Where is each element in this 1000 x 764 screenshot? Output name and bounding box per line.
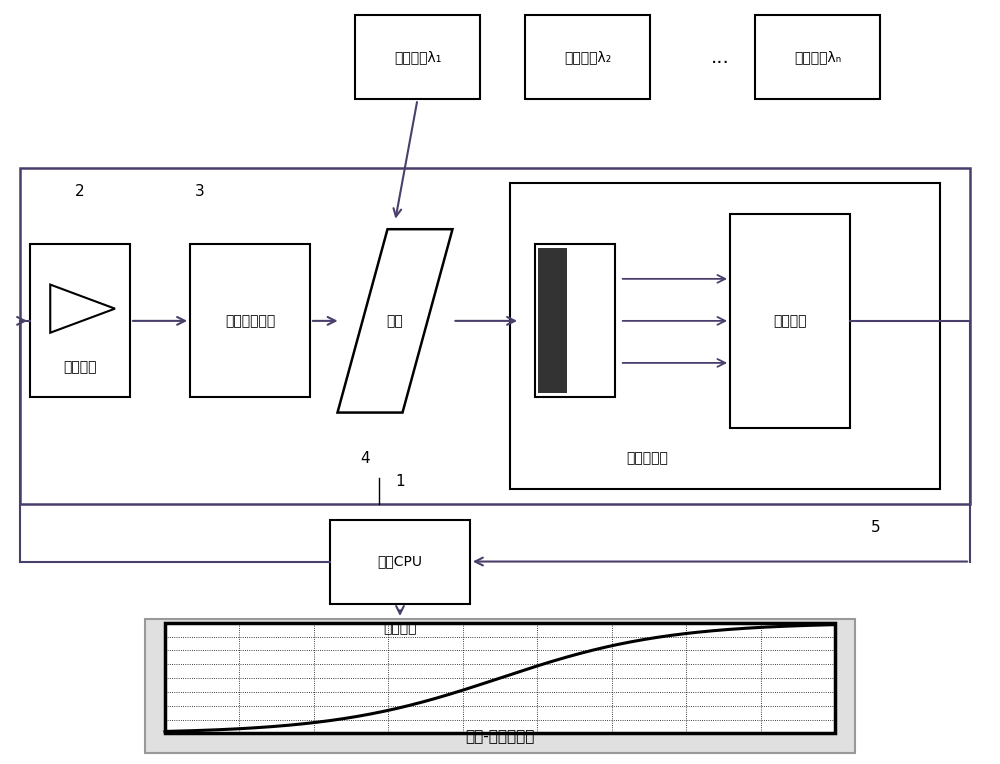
Bar: [538, 248, 567, 393]
Text: 标准光源λ₁: 标准光源λ₁: [394, 50, 441, 64]
Text: 1: 1: [395, 474, 405, 489]
Text: 标准光源λₙ: 标准光源λₙ: [794, 50, 841, 64]
Text: 光栅: 光栅: [387, 314, 403, 328]
Bar: [510, 183, 940, 489]
Bar: [570, 248, 602, 393]
Bar: [30, 244, 130, 397]
Text: ...: ...: [711, 48, 729, 66]
Text: 标准光源λ₂: 标准光源λ₂: [564, 50, 611, 64]
Bar: [355, 15, 480, 99]
Bar: [190, 244, 310, 397]
Bar: [165, 623, 835, 733]
Bar: [755, 15, 880, 99]
Text: 电机驱动: 电机驱动: [63, 360, 97, 374]
Text: 主控CPU: 主控CPU: [378, 555, 422, 568]
Text: 5: 5: [871, 520, 880, 535]
Text: 2: 2: [75, 183, 85, 199]
Text: 4: 4: [360, 451, 370, 466]
Text: 直流无刷电机: 直流无刷电机: [225, 314, 275, 328]
Text: 波长-位置曲线图: 波长-位置曲线图: [465, 729, 535, 744]
Text: 光学编码器: 光学编码器: [627, 452, 669, 465]
Text: 插值电路: 插值电路: [773, 314, 807, 328]
Polygon shape: [338, 229, 452, 413]
Bar: [20, 168, 970, 504]
Bar: [145, 619, 855, 753]
Bar: [535, 244, 615, 397]
Bar: [525, 15, 650, 99]
Bar: [730, 214, 850, 428]
Text: 记录位置: 记录位置: [383, 621, 417, 635]
Text: 3: 3: [195, 183, 205, 199]
Bar: [330, 520, 470, 604]
